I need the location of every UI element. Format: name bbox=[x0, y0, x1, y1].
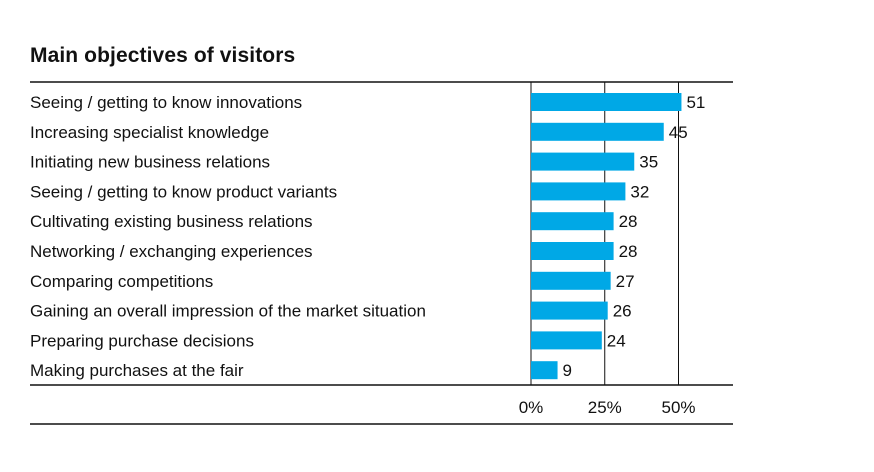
bar bbox=[531, 212, 614, 231]
x-tick-label: 25% bbox=[588, 398, 622, 417]
value-label: 32 bbox=[630, 182, 649, 201]
chart-title: Main objectives of visitors bbox=[30, 44, 296, 67]
category-label: Gaining an overall impression of the mar… bbox=[30, 302, 426, 321]
category-label: Networking / exchanging experiences bbox=[30, 242, 313, 261]
category-label: Increasing specialist knowledge bbox=[30, 123, 269, 142]
bar bbox=[531, 361, 558, 380]
value-label: 45 bbox=[669, 123, 688, 142]
bar bbox=[531, 122, 664, 141]
value-label: 51 bbox=[686, 93, 705, 112]
category-label: Initiating new business relations bbox=[30, 153, 270, 172]
value-label: 28 bbox=[619, 212, 638, 231]
category-label: Seeing / getting to know product variant… bbox=[30, 182, 337, 201]
bar bbox=[531, 93, 682, 111]
value-label: 26 bbox=[613, 302, 632, 321]
category-label: Preparing purchase decisions bbox=[30, 331, 254, 350]
category-label: Seeing / getting to know innovations bbox=[30, 93, 302, 112]
value-label: 24 bbox=[607, 331, 626, 350]
category-label: Comparing competitions bbox=[30, 272, 213, 291]
value-label: 27 bbox=[616, 272, 635, 291]
bar bbox=[531, 301, 608, 320]
x-tick-label: 50% bbox=[661, 398, 695, 417]
value-label: 35 bbox=[639, 153, 658, 172]
bar bbox=[531, 152, 635, 171]
bar bbox=[531, 331, 602, 350]
bar bbox=[531, 271, 611, 290]
bar bbox=[531, 242, 614, 260]
value-label: 9 bbox=[563, 361, 572, 380]
x-tick-label: 0% bbox=[519, 398, 544, 417]
category-label: Cultivating existing business relations bbox=[30, 212, 313, 231]
category-label: Making purchases at the fair bbox=[30, 361, 244, 380]
value-label: 28 bbox=[619, 242, 638, 261]
bar bbox=[531, 182, 626, 201]
